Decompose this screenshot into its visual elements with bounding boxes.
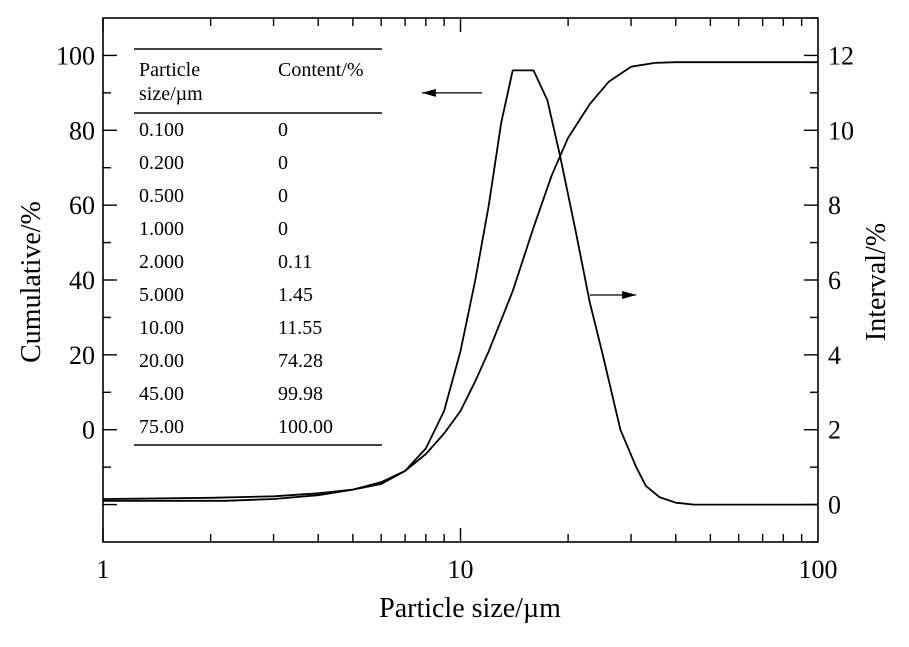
table-cell-size: 10.00 xyxy=(139,317,184,339)
y-left-tick-label: 60 xyxy=(69,191,95,220)
table-cell-size: 2.000 xyxy=(139,251,184,273)
y-right-tick-label: 12 xyxy=(828,41,854,70)
table-cell-size: 45.00 xyxy=(139,383,184,405)
x-tick-label: 1 xyxy=(97,555,110,584)
y-right-tick-label: 0 xyxy=(828,491,841,520)
axis-tick-labels: 1 10 100 0 20 40 60 80 100 0 2 4 6 8 10 12 xyxy=(56,41,854,584)
axis-ticks xyxy=(102,17,818,543)
table-header-size: Particle xyxy=(139,59,200,81)
y-left-tick-label: 80 xyxy=(69,116,95,145)
table-header-size: size/µm xyxy=(139,83,203,105)
cumulative-curve xyxy=(103,61,818,502)
arrow-head-right xyxy=(622,290,637,299)
series-arrows xyxy=(421,88,637,299)
x-axis-title: Particle size/µm xyxy=(379,593,561,624)
plot-frame xyxy=(102,17,819,543)
x-tick-label: 10 xyxy=(448,555,474,584)
table-header-content: Content/% xyxy=(278,59,364,81)
table-cell-content: 100.00 xyxy=(278,416,333,438)
y-right-tick-label: 2 xyxy=(828,416,841,445)
table-cell-size: 0.200 xyxy=(139,152,184,174)
table-cell-content: 11.55 xyxy=(278,317,322,339)
y-left-tick-label: 40 xyxy=(69,266,95,295)
table-cell-content: 0 xyxy=(278,152,288,174)
table-cell-size: 20.00 xyxy=(139,350,184,372)
table-cell-content: 74.28 xyxy=(278,350,323,372)
table-cell-content: 0 xyxy=(278,119,288,141)
table-cell-content: 0 xyxy=(278,218,288,240)
y-axis-left-title: Cumulative/% xyxy=(16,201,47,363)
y-right-tick-label: 8 xyxy=(828,191,841,220)
table-cell-size: 0.500 xyxy=(139,185,184,207)
y-left-tick-label: 20 xyxy=(69,341,95,370)
data-series xyxy=(102,61,818,506)
table-cell-content: 99.98 xyxy=(278,383,323,405)
table-cell-content: 1.45 xyxy=(278,284,313,306)
table-cell-size: 1.000 xyxy=(139,218,184,240)
y-left-tick-label: 100 xyxy=(56,41,95,70)
x-tick-label: 100 xyxy=(799,555,838,584)
y-axis-right-title: Interval/% xyxy=(861,223,892,341)
table-cell-size: 5.000 xyxy=(139,284,184,306)
table-cell-size: 0.100 xyxy=(139,119,184,141)
table-cell-content: 0.11 xyxy=(278,251,312,273)
y-right-tick-label: 10 xyxy=(828,116,854,145)
table-cell-content: 0 xyxy=(278,185,288,207)
interval-curve xyxy=(102,69,818,506)
arrow-head-left xyxy=(421,88,436,97)
table-cell-size: 75.00 xyxy=(139,416,184,438)
y-right-tick-label: 6 xyxy=(828,266,841,295)
y-left-tick-label: 0 xyxy=(82,416,95,445)
y-right-tick-label: 4 xyxy=(828,341,841,370)
